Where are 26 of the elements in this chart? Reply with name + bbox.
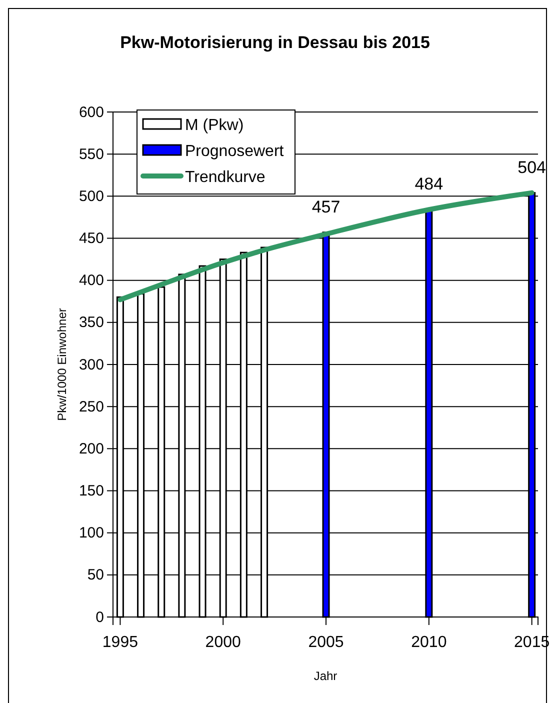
x-tick-label: 2000 — [205, 634, 242, 652]
chart-title: Pkw-Motorisierung in Dessau bis 2015 — [120, 33, 430, 52]
y-tick-label: 600 — [78, 104, 104, 121]
y-tick-label: 350 — [78, 314, 104, 332]
y-axis-title: Pkw/1000 Einwohner — [55, 308, 69, 421]
y-tick-label: 200 — [78, 440, 104, 458]
x-tick-label: 2010 — [411, 634, 447, 652]
data-label: 457 — [312, 197, 340, 216]
data-label: 484 — [414, 174, 444, 194]
legend-label: M (Pkw) — [185, 117, 244, 134]
y-tick-label: 50 — [87, 566, 104, 584]
y-tick-label: 250 — [78, 398, 104, 416]
y-tick-label: 0 — [96, 608, 104, 626]
data-label: 504 — [518, 158, 546, 177]
y-tick-label: 150 — [78, 482, 104, 500]
y-tick-label: 550 — [78, 146, 104, 163]
x-tick-label: 1995 — [102, 634, 138, 652]
legend-label: Trendkurve — [185, 169, 266, 186]
y-tick-label: 300 — [78, 356, 104, 374]
y-tick-label: 100 — [78, 524, 104, 542]
y-tick-label: 500 — [78, 188, 104, 205]
x-axis-title: Jahr — [314, 669, 338, 683]
legend-label: Prognosewert — [185, 143, 284, 160]
x-tick-label: 2005 — [308, 634, 344, 652]
y-tick-label: 450 — [78, 230, 104, 248]
y-tick-label: 400 — [78, 272, 104, 290]
